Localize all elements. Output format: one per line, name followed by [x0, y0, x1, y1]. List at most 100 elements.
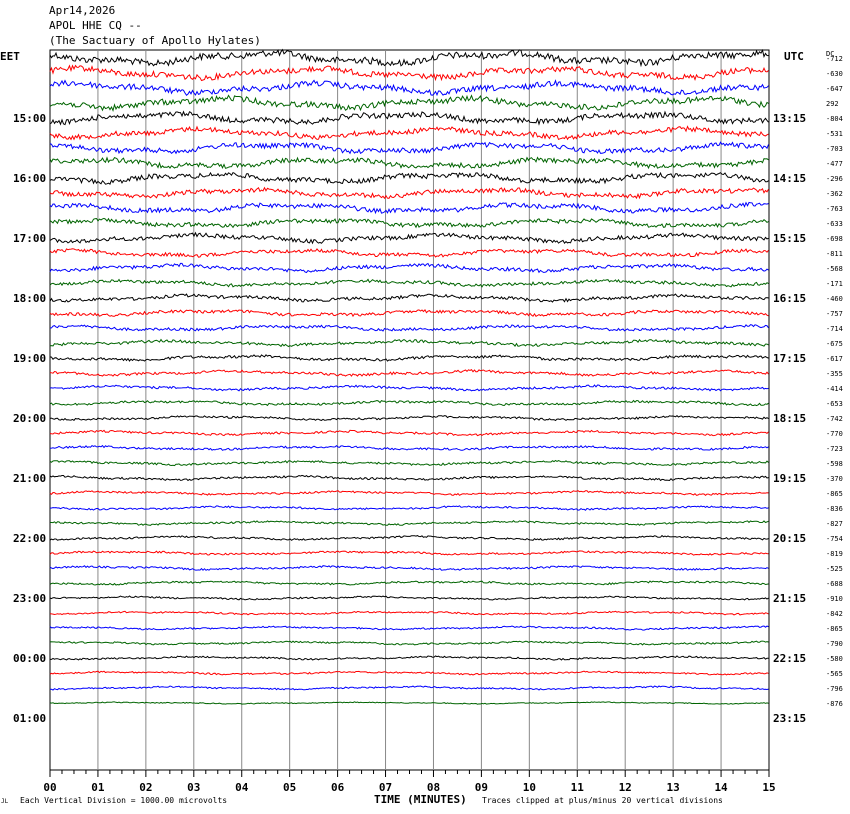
trace-17: [49, 293, 769, 303]
dc-label-9: -296: [826, 175, 843, 183]
trace-41: [50, 655, 769, 661]
x-tick-label-02: 02: [139, 781, 152, 794]
trace-4: [49, 94, 769, 113]
x-tick-label-13: 13: [667, 781, 680, 794]
trace-8: [49, 156, 769, 170]
left-zone-label: EET: [0, 50, 20, 63]
trace-32: [49, 520, 769, 526]
trace-40: [49, 640, 769, 646]
trace-12: [49, 217, 769, 229]
dc-label-5: -804: [826, 115, 843, 123]
trace-15: [49, 262, 769, 274]
dc-label-28: -598: [826, 460, 843, 468]
trace-44: [49, 701, 769, 705]
station-label: APOL HHE CQ --: [49, 19, 142, 32]
dc-label-43: -796: [826, 685, 843, 693]
right-time-label-8: 20:15: [773, 532, 806, 545]
left-time-label-4: 18:00: [13, 292, 46, 305]
left-time-label-3: 17:00: [13, 232, 46, 245]
dc-label-19: -714: [826, 325, 843, 333]
trace-6: [49, 125, 769, 141]
dc-label-23: -414: [826, 385, 843, 393]
x-tick-label-05: 05: [283, 781, 296, 794]
x-tick-label-07: 07: [379, 781, 392, 794]
trace-31: [49, 505, 769, 511]
dc-label-31: -836: [826, 505, 843, 513]
trace-11: [49, 201, 769, 215]
right-time-label-10: 22:15: [773, 652, 806, 665]
trace-10: [49, 186, 769, 200]
x-tick-label-00: 00: [43, 781, 56, 794]
dc-label-6: -531: [826, 130, 843, 138]
trace-14: [49, 248, 769, 258]
right-time-label-9: 21:15: [773, 592, 806, 605]
dc-label-39: -865: [826, 625, 843, 633]
x-tick-label-03: 03: [187, 781, 200, 794]
trace-25: [49, 415, 769, 422]
dc-header: DC: [826, 50, 834, 58]
trace-24: [49, 399, 769, 407]
dc-label-32: -827: [826, 520, 843, 528]
dc-label-16: -171: [826, 280, 843, 288]
trace-37: [49, 595, 769, 601]
trace-9: [49, 171, 769, 185]
right-time-label-7: 19:15: [773, 472, 806, 485]
dc-label-34: -819: [826, 550, 843, 558]
trace-20: [49, 338, 769, 348]
x-tick-label-11: 11: [571, 781, 585, 794]
trace-33: [49, 534, 769, 541]
trace-39: [49, 625, 769, 631]
trace-1: [49, 48, 769, 68]
x-tick-label-08: 08: [427, 781, 440, 794]
x-tick-label-12: 12: [619, 781, 632, 794]
right-time-label-5: 17:15: [773, 352, 806, 365]
left-time-label-8: 22:00: [13, 532, 46, 545]
trace-38: [49, 610, 769, 616]
trace-27: [49, 444, 769, 451]
scale-note: Each Vertical Division = 1000.00 microvo…: [20, 796, 228, 805]
dc-label-14: -811: [826, 250, 843, 258]
trace-3: [49, 79, 769, 97]
right-zone-label: UTC: [784, 50, 804, 63]
trace-43: [50, 685, 769, 691]
trace-16: [49, 278, 769, 288]
trace-2: [49, 64, 769, 82]
trace-22: [49, 369, 769, 377]
dc-label-20: -675: [826, 340, 843, 348]
dc-label-8: -477: [826, 160, 843, 168]
dc-label-3: -647: [826, 85, 843, 93]
right-time-label-4: 16:15: [773, 292, 806, 305]
dc-label-17: -460: [826, 295, 843, 303]
dc-label-30: -865: [826, 490, 843, 498]
left-time-label-6: 20:00: [13, 412, 46, 425]
dc-label-7: -703: [826, 145, 843, 153]
left-time-label-2: 16:00: [13, 172, 46, 185]
left-time-label-9: 23:00: [13, 592, 46, 605]
left-time-label-1: 15:00: [13, 112, 46, 125]
corner-mark: JL: [1, 798, 9, 805]
dc-label-21: -617: [826, 355, 843, 363]
trace-26: [49, 429, 769, 437]
trace-7: [49, 141, 769, 155]
right-time-label-1: 13:15: [773, 112, 806, 125]
x-axis-label: TIME (MINUTES): [374, 793, 467, 806]
right-time-label-11: 23:15: [773, 712, 806, 725]
x-tick-label-14: 14: [714, 781, 728, 794]
x-tick-label-15: 15: [762, 781, 775, 794]
right-time-label-6: 18:15: [773, 412, 806, 425]
x-tick-label-01: 01: [91, 781, 105, 794]
x-tick-label-06: 06: [331, 781, 345, 794]
dc-label-25: -742: [826, 415, 843, 423]
left-time-label-5: 19:00: [13, 352, 46, 365]
dc-label-27: -723: [826, 445, 843, 453]
dc-label-11: -763: [826, 205, 843, 213]
dc-label-40: -790: [826, 640, 843, 648]
right-time-label-3: 15:15: [773, 232, 806, 245]
dc-label-1: -712: [826, 55, 843, 63]
left-time-label-11: 01:00: [13, 712, 46, 725]
trace-35: [49, 565, 769, 571]
dc-label-22: -355: [826, 370, 843, 378]
trace-29: [49, 474, 769, 482]
dc-label-33: -754: [826, 535, 843, 543]
